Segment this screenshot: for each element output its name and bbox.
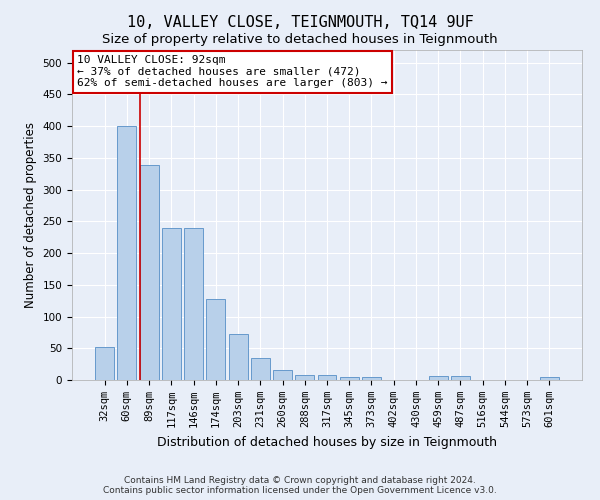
Text: 10, VALLEY CLOSE, TEIGNMOUTH, TQ14 9UF: 10, VALLEY CLOSE, TEIGNMOUTH, TQ14 9UF bbox=[127, 15, 473, 30]
Bar bbox=[317, 375, 337, 380]
Bar bbox=[340, 377, 359, 380]
Bar bbox=[229, 334, 248, 380]
X-axis label: Distribution of detached houses by size in Teignmouth: Distribution of detached houses by size … bbox=[157, 436, 497, 448]
Y-axis label: Number of detached properties: Number of detached properties bbox=[24, 122, 37, 308]
Bar bbox=[140, 166, 158, 380]
Bar bbox=[184, 228, 203, 380]
Bar bbox=[362, 377, 381, 380]
Bar bbox=[451, 376, 470, 380]
Bar bbox=[295, 375, 314, 380]
Bar bbox=[206, 299, 225, 380]
Text: 10 VALLEY CLOSE: 92sqm
← 37% of detached houses are smaller (472)
62% of semi-de: 10 VALLEY CLOSE: 92sqm ← 37% of detached… bbox=[77, 55, 388, 88]
Bar bbox=[540, 377, 559, 380]
Bar bbox=[118, 126, 136, 380]
Bar bbox=[162, 228, 181, 380]
Text: Size of property relative to detached houses in Teignmouth: Size of property relative to detached ho… bbox=[102, 32, 498, 46]
Bar bbox=[251, 358, 270, 380]
Bar bbox=[429, 376, 448, 380]
Bar bbox=[95, 347, 114, 380]
Text: Contains HM Land Registry data © Crown copyright and database right 2024.
Contai: Contains HM Land Registry data © Crown c… bbox=[103, 476, 497, 495]
Bar bbox=[273, 370, 292, 380]
